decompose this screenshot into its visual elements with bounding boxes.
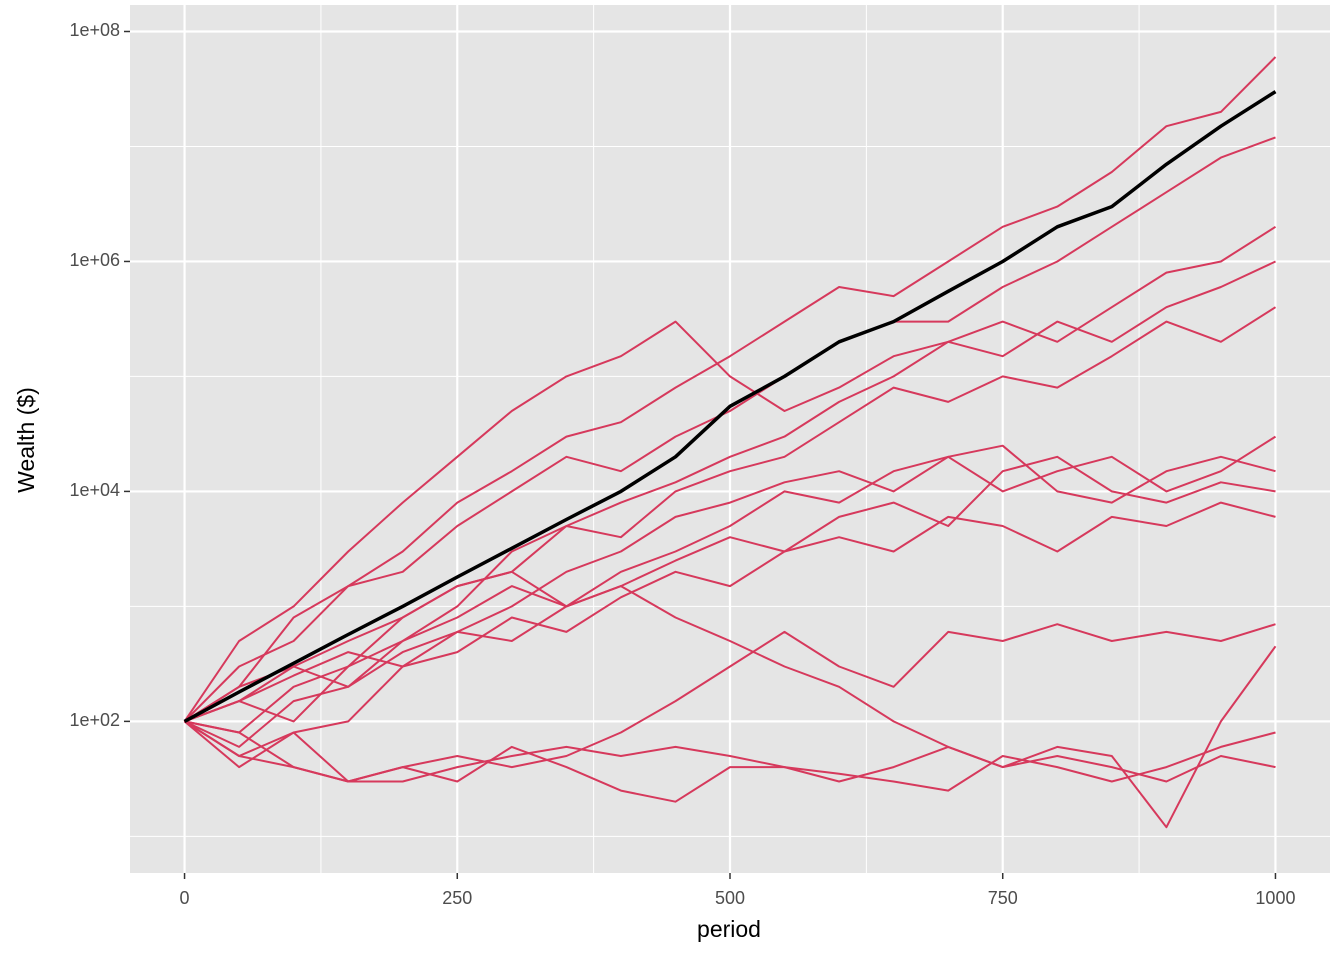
- series-line: [183, 56, 1277, 723]
- series-line: [183, 136, 1276, 723]
- y-tick-label: 1e+08: [69, 20, 120, 40]
- y-tick-label: 1e+06: [69, 250, 120, 270]
- series-line: [183, 225, 1277, 722]
- series-line: [184, 260, 1276, 734]
- series-line: [184, 570, 1276, 783]
- series-line: [183, 645, 1277, 829]
- x-tick-label: 0: [180, 888, 190, 908]
- series-line: [183, 90, 1277, 723]
- x-tick-label: 250: [442, 888, 472, 908]
- y-tick-label: 1e+04: [69, 480, 120, 500]
- y-tick-label: 1e+02: [69, 710, 120, 730]
- x-tick-label: 500: [715, 888, 745, 908]
- series-line: [184, 455, 1276, 748]
- x-tick-label: 750: [988, 888, 1018, 908]
- x-axis-title: period: [697, 916, 761, 942]
- y-axis-title: Wealth ($): [13, 387, 39, 493]
- series-line: [184, 306, 1277, 723]
- series-line: [184, 720, 1276, 803]
- series-line: [183, 435, 1277, 723]
- series-line: [184, 444, 1276, 723]
- x-tick-label: 1000: [1255, 888, 1295, 908]
- series-line: [183, 501, 1276, 757]
